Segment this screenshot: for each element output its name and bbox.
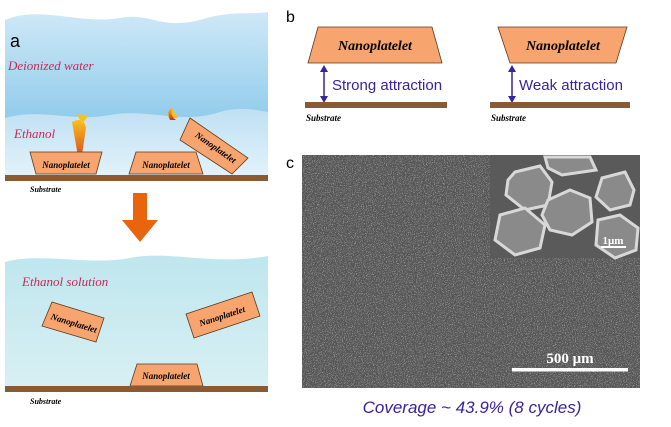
substrate-label: Substrate [30,397,62,406]
panel-a-top [5,12,268,181]
sem-inset [490,155,640,260]
platelet-label: Nanoplatelet [141,371,190,381]
nanoplatelet-shape [307,26,443,64]
platelet-label: Nanoplatelet [525,39,601,54]
nanoplatelet-shape [41,301,105,343]
ethanol-solution-label: Ethanol solution [21,274,108,289]
deionized-water-label: Deionized water [7,58,95,73]
nanoplatelet-shape [179,117,249,175]
scale-label: 500 μm [546,351,594,367]
down-arrow-icon [122,193,158,242]
substrate-label: Substrate [306,113,341,123]
platelet-label: Nanoplatelet [141,160,190,170]
panel-label-a: a [10,31,21,51]
rising-arrow-icon [72,120,86,168]
inset-scale-bar [601,246,626,248]
weak-attraction-label: Weak attraction [519,77,623,94]
nanoplatelet-shape [29,151,103,175]
nanoplatelet-shape [128,151,204,175]
substrate-bar [305,102,447,108]
panel-a-bottom [5,255,268,392]
coverage-caption: Coverage ~ 43.9% (8 cycles) [363,398,582,417]
platelet-label: Nanoplatelet [337,39,413,54]
panel-label-c: c [286,155,294,172]
substrate-label: Substrate [30,185,62,194]
panel-label-b: b [286,9,295,26]
nanoplatelet-shape [185,291,261,339]
scale-bar [512,368,628,372]
substrate-label: Substrate [491,113,526,123]
double-arrow-icon [320,65,328,103]
panel-b [305,26,630,108]
ethanol-label: Ethanol [13,126,56,141]
inset-scale-label: 1μm [603,235,624,247]
nanoplatelet-shape [497,26,628,64]
substrate-bar [5,386,268,392]
strong-attraction-label: Strong attraction [332,77,442,94]
sem-image [302,155,640,388]
substrate-bar [490,102,630,108]
double-arrow-icon [508,65,516,103]
substrate-bar [5,175,268,181]
platelet-label: Nanoplatelet [41,160,90,170]
